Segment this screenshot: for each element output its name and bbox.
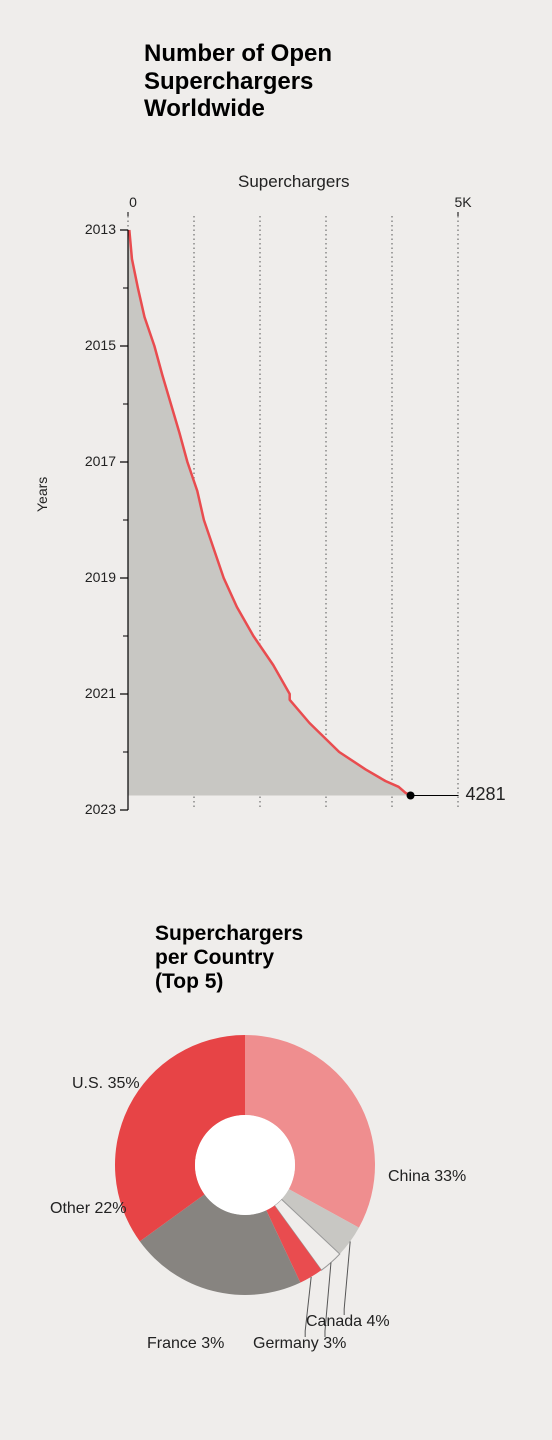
area-chart bbox=[0, 0, 552, 900]
y-tick-label: 2019 bbox=[72, 569, 116, 585]
y-tick-label: 2015 bbox=[72, 337, 116, 353]
area-chart-callout: 4281 bbox=[466, 784, 506, 805]
donut-slice-label: China 33% bbox=[388, 1168, 466, 1186]
x-axis-label: Superchargers bbox=[238, 172, 350, 192]
donut-slice-label: U.S. 35% bbox=[72, 1075, 140, 1093]
y-axis-label: Years bbox=[34, 477, 50, 512]
x-tick-label: 0 bbox=[118, 194, 148, 210]
y-tick-label: 2017 bbox=[72, 453, 116, 469]
donut-slice-label: Other 22% bbox=[50, 1200, 126, 1218]
donut-chart bbox=[0, 900, 552, 1400]
y-tick-label: 2021 bbox=[72, 685, 116, 701]
donut-slice-label: France 3% bbox=[147, 1335, 224, 1353]
y-tick-label: 2023 bbox=[72, 801, 116, 817]
y-tick-label: 2013 bbox=[72, 221, 116, 237]
donut-slice-label: Germany 3% bbox=[253, 1335, 346, 1353]
donut-slice-label: Canada 4% bbox=[306, 1313, 390, 1331]
x-tick-label: 5K bbox=[448, 194, 478, 210]
